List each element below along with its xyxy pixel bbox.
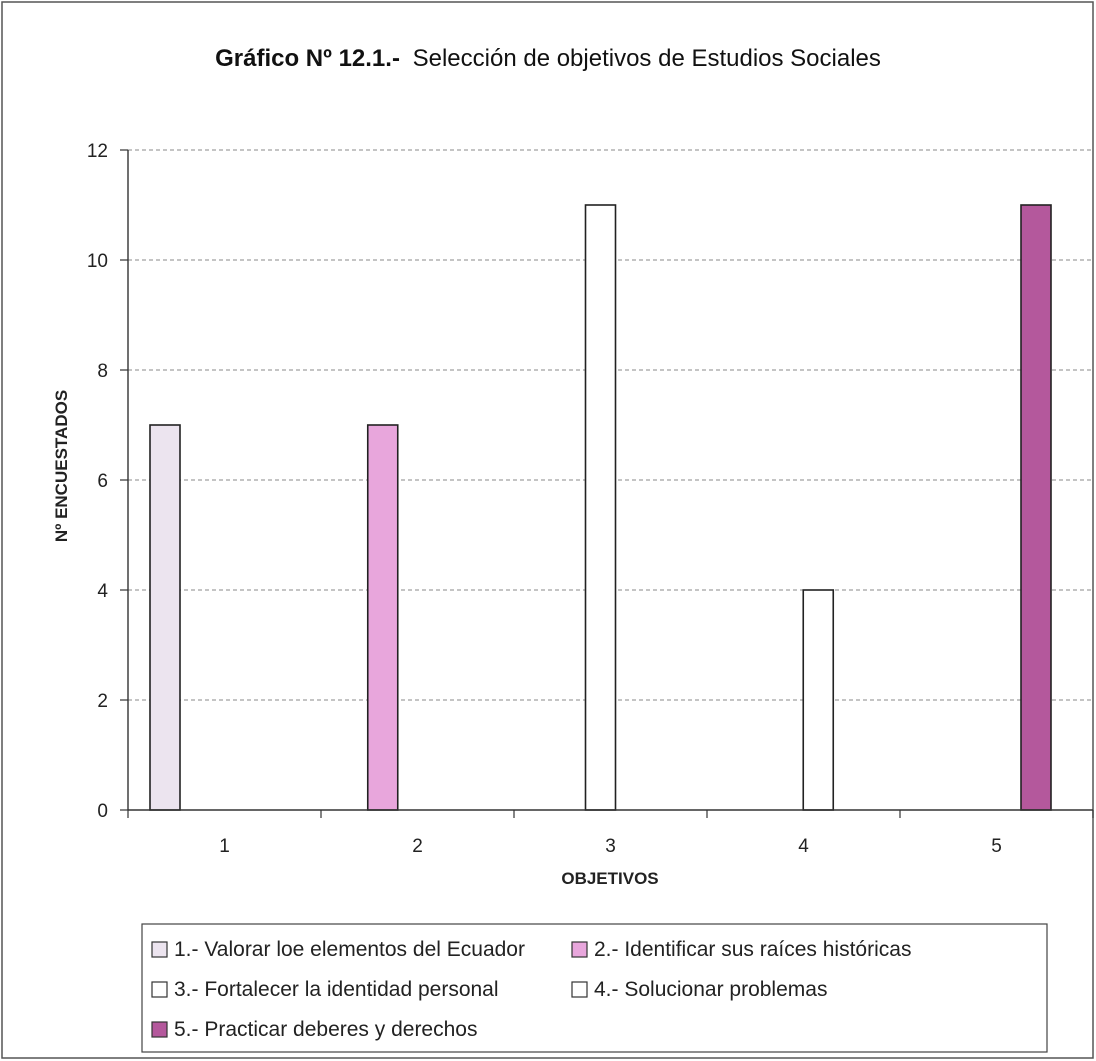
bar	[802, 589, 835, 811]
x-tick-label: 5	[991, 836, 1002, 857]
y-tick-label: 8	[97, 361, 108, 382]
y-tick-label: 4	[97, 581, 108, 602]
chart-title-main: Gráfico Nº 12.1.-	[215, 45, 400, 72]
y-tick-label: 0	[97, 801, 108, 822]
legend-swatch	[151, 1021, 168, 1038]
y-axis-title: Nº ENCUESTADOS	[52, 390, 71, 542]
chart-title: Gráfico Nº 12.1.- Selección de objetivos…	[215, 45, 881, 72]
legend-label: 2.- Identificar sus raíces históricas	[594, 938, 911, 961]
y-tick-label: 2	[97, 691, 108, 712]
axes	[120, 149, 1094, 818]
legend-border	[141, 923, 1048, 1053]
y-tick-labels: 0 2 4 6 8 10 12	[87, 141, 109, 822]
y-tick-label: 10	[87, 251, 108, 272]
x-axis-title: OBJETIVOS	[561, 869, 658, 888]
chart-subtitle: Selección de objetivos de Estudios Socia…	[413, 45, 881, 72]
legend-label: 4.- Solucionar problemas	[594, 978, 827, 1001]
legend: 1.- Valorar loe elementos del Ecuador 2.-…	[141, 923, 1048, 1053]
x-tick-labels: 1 2 3 4 5	[219, 836, 1002, 857]
y-tick-label: 6	[97, 471, 108, 492]
legend-label: 5.- Practicar deberes y derechos	[174, 1018, 477, 1041]
bar	[366, 424, 399, 811]
y-tick-label: 12	[87, 141, 108, 162]
legend-label: 1.- Valorar loe elementos del Ecuador	[174, 938, 525, 961]
x-tick-label: 2	[412, 836, 423, 857]
x-tick-label: 4	[798, 836, 809, 857]
bar	[1020, 204, 1052, 811]
x-tick-label: 3	[605, 836, 616, 857]
legend-swatch	[571, 981, 588, 998]
legend-swatch	[151, 941, 168, 958]
legend-label: 3.- Fortalecer la identidad personal	[174, 978, 499, 1001]
legend-swatch	[571, 941, 588, 958]
bar	[149, 424, 181, 811]
bar	[584, 204, 617, 811]
bars	[149, 204, 1052, 811]
x-tick-label: 1	[219, 836, 230, 857]
legend-swatch	[151, 981, 168, 998]
